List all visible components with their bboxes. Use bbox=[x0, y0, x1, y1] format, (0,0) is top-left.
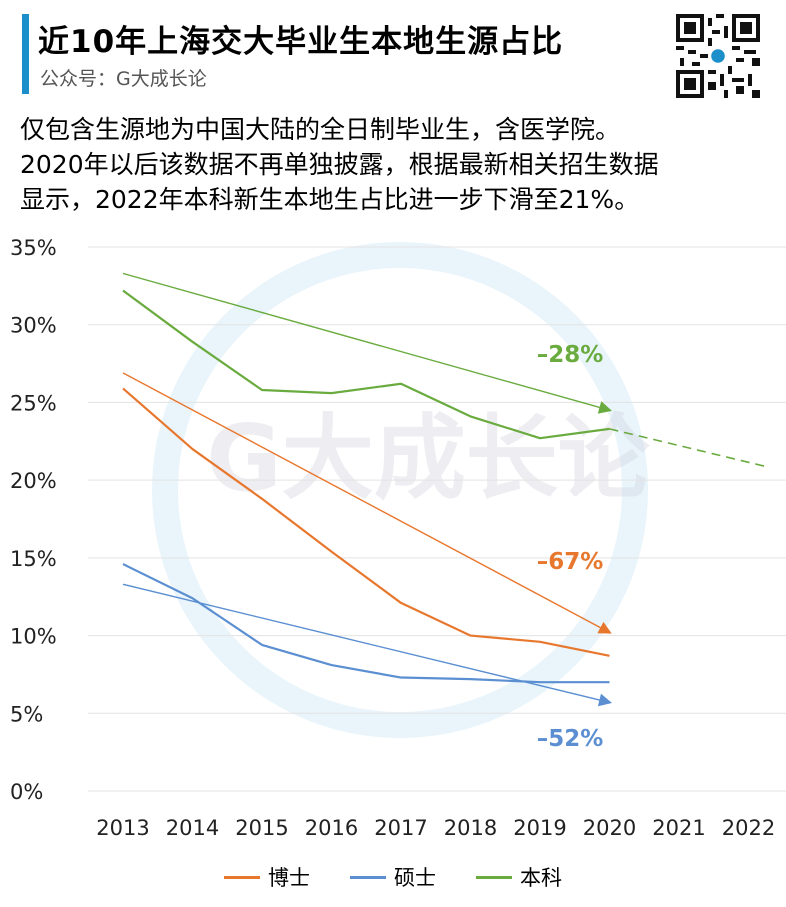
watermark-ring bbox=[152, 242, 648, 738]
y-tick-label: 0% bbox=[10, 780, 43, 804]
projection-line-undergrad bbox=[609, 428, 765, 467]
change-label-phd: –67% bbox=[537, 549, 604, 575]
chart-title: 近10年上海交大毕业生本地生源占比 bbox=[38, 24, 564, 60]
description-line: 显示，2022年本科新生本地生占比进一步下滑至21%。 bbox=[20, 185, 640, 214]
legend-label-phd: 博士 bbox=[268, 866, 310, 890]
legend-swatch-phd bbox=[224, 875, 260, 879]
legend-item-phd: 博士 bbox=[224, 862, 310, 892]
chart-description: 仅包含生源地为中国大陆的全日制毕业生，含医学院。 2020年以后该数据不再单独披… bbox=[20, 112, 780, 217]
series-line-phd bbox=[122, 387, 610, 657]
qr-code-icon bbox=[676, 14, 760, 98]
chart-subtitle: 公众号：G大成长论 bbox=[40, 68, 207, 90]
description-line: 仅包含生源地为中国大陆的全日制毕业生，含医学院。 bbox=[20, 115, 621, 144]
x-tick-label: 2017 bbox=[374, 816, 427, 840]
y-tick-label: 35% bbox=[10, 236, 57, 260]
watermark-text: G大成长论 bbox=[206, 405, 651, 512]
series-line-master bbox=[122, 563, 610, 684]
x-tick-label: 2013 bbox=[96, 816, 149, 840]
y-tick-label: 30% bbox=[10, 314, 57, 338]
trend-arrow-master bbox=[122, 583, 613, 707]
x-tick-label: 2019 bbox=[513, 816, 566, 840]
x-tick-label: 2022 bbox=[722, 816, 775, 840]
description-line: 2020年以后该数据不再单独披露，根据最新相关招生数据 bbox=[20, 150, 659, 179]
x-tick-label: 2015 bbox=[235, 816, 288, 840]
x-tick-label: 2021 bbox=[652, 816, 705, 840]
legend-swatch-undergrad bbox=[476, 875, 512, 879]
legend-item-undergrad: 本科 bbox=[476, 862, 562, 892]
x-tick-label: 2018 bbox=[444, 816, 497, 840]
y-tick-label: 15% bbox=[10, 547, 57, 571]
legend-item-master: 硕士 bbox=[350, 862, 436, 892]
y-tick-label: 25% bbox=[10, 391, 57, 415]
y-tick-label: 5% bbox=[10, 702, 43, 726]
x-tick-label: 2020 bbox=[583, 816, 636, 840]
x-tick-label: 2016 bbox=[305, 816, 358, 840]
x-tick-label: 2014 bbox=[166, 816, 219, 840]
trend-arrow-undergrad bbox=[122, 272, 613, 414]
legend-swatch-master bbox=[350, 875, 386, 879]
change-label-master: –52% bbox=[537, 726, 604, 752]
y-tick-label: 20% bbox=[10, 469, 57, 493]
chart-legend: 博士 硕士 本科 bbox=[0, 862, 786, 892]
change-label-undergrad: –28% bbox=[537, 342, 604, 368]
trend-arrow-phd bbox=[122, 372, 612, 634]
legend-label-master: 硕士 bbox=[394, 866, 436, 890]
title-accent-bar bbox=[22, 14, 29, 94]
y-tick-label: 10% bbox=[10, 625, 57, 649]
legend-label-undergrad: 本科 bbox=[520, 866, 562, 890]
series-line-undergrad bbox=[122, 289, 610, 440]
